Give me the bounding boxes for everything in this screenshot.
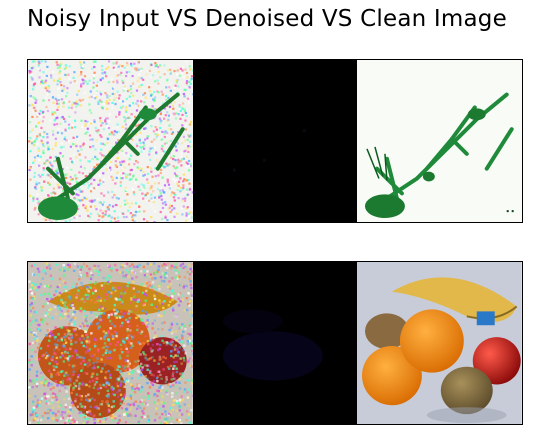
noisy-fruits-image — [28, 262, 193, 424]
clean-mantis-image — [357, 60, 522, 222]
noisy-mantis-image — [28, 60, 193, 222]
figure-title: Noisy Input VS Denoised VS Clean Image — [27, 6, 507, 32]
image-row-fruits — [27, 261, 523, 425]
denoised-output-image — [192, 60, 358, 222]
clean-fruits-image — [357, 262, 522, 424]
noisy-input-image — [28, 60, 193, 222]
denoised-mantis-image — [192, 60, 358, 222]
denoised-output-image — [192, 262, 358, 424]
clean-image — [357, 60, 522, 222]
clean-image — [357, 262, 522, 424]
noisy-input-image — [28, 262, 193, 424]
denoised-fruits-image — [192, 262, 358, 424]
image-row-mantis — [27, 59, 523, 223]
